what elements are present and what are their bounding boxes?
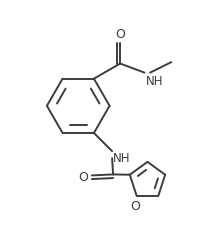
Text: O: O <box>78 171 88 184</box>
Text: O: O <box>130 200 140 213</box>
Text: O: O <box>115 28 124 41</box>
Text: NH: NH <box>145 75 162 88</box>
Text: NH: NH <box>113 152 130 165</box>
